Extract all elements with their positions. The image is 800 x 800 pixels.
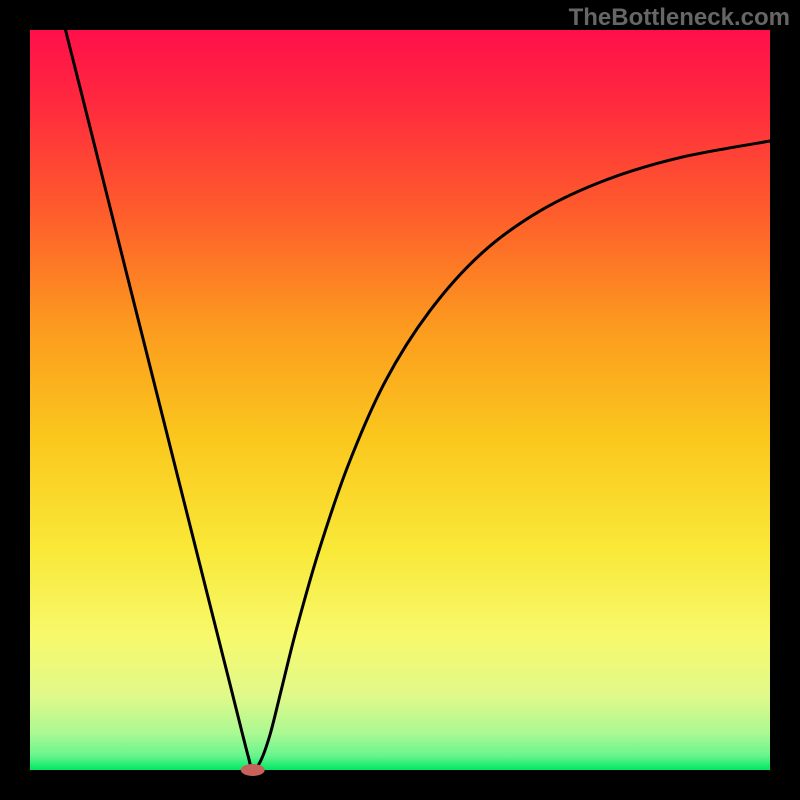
chart-background-gradient bbox=[30, 30, 770, 770]
minimum-marker bbox=[241, 764, 265, 776]
bottleneck-chart bbox=[0, 0, 800, 800]
watermark-text: TheBottleneck.com bbox=[569, 4, 790, 32]
chart-container: TheBottleneck.com bbox=[0, 0, 800, 800]
